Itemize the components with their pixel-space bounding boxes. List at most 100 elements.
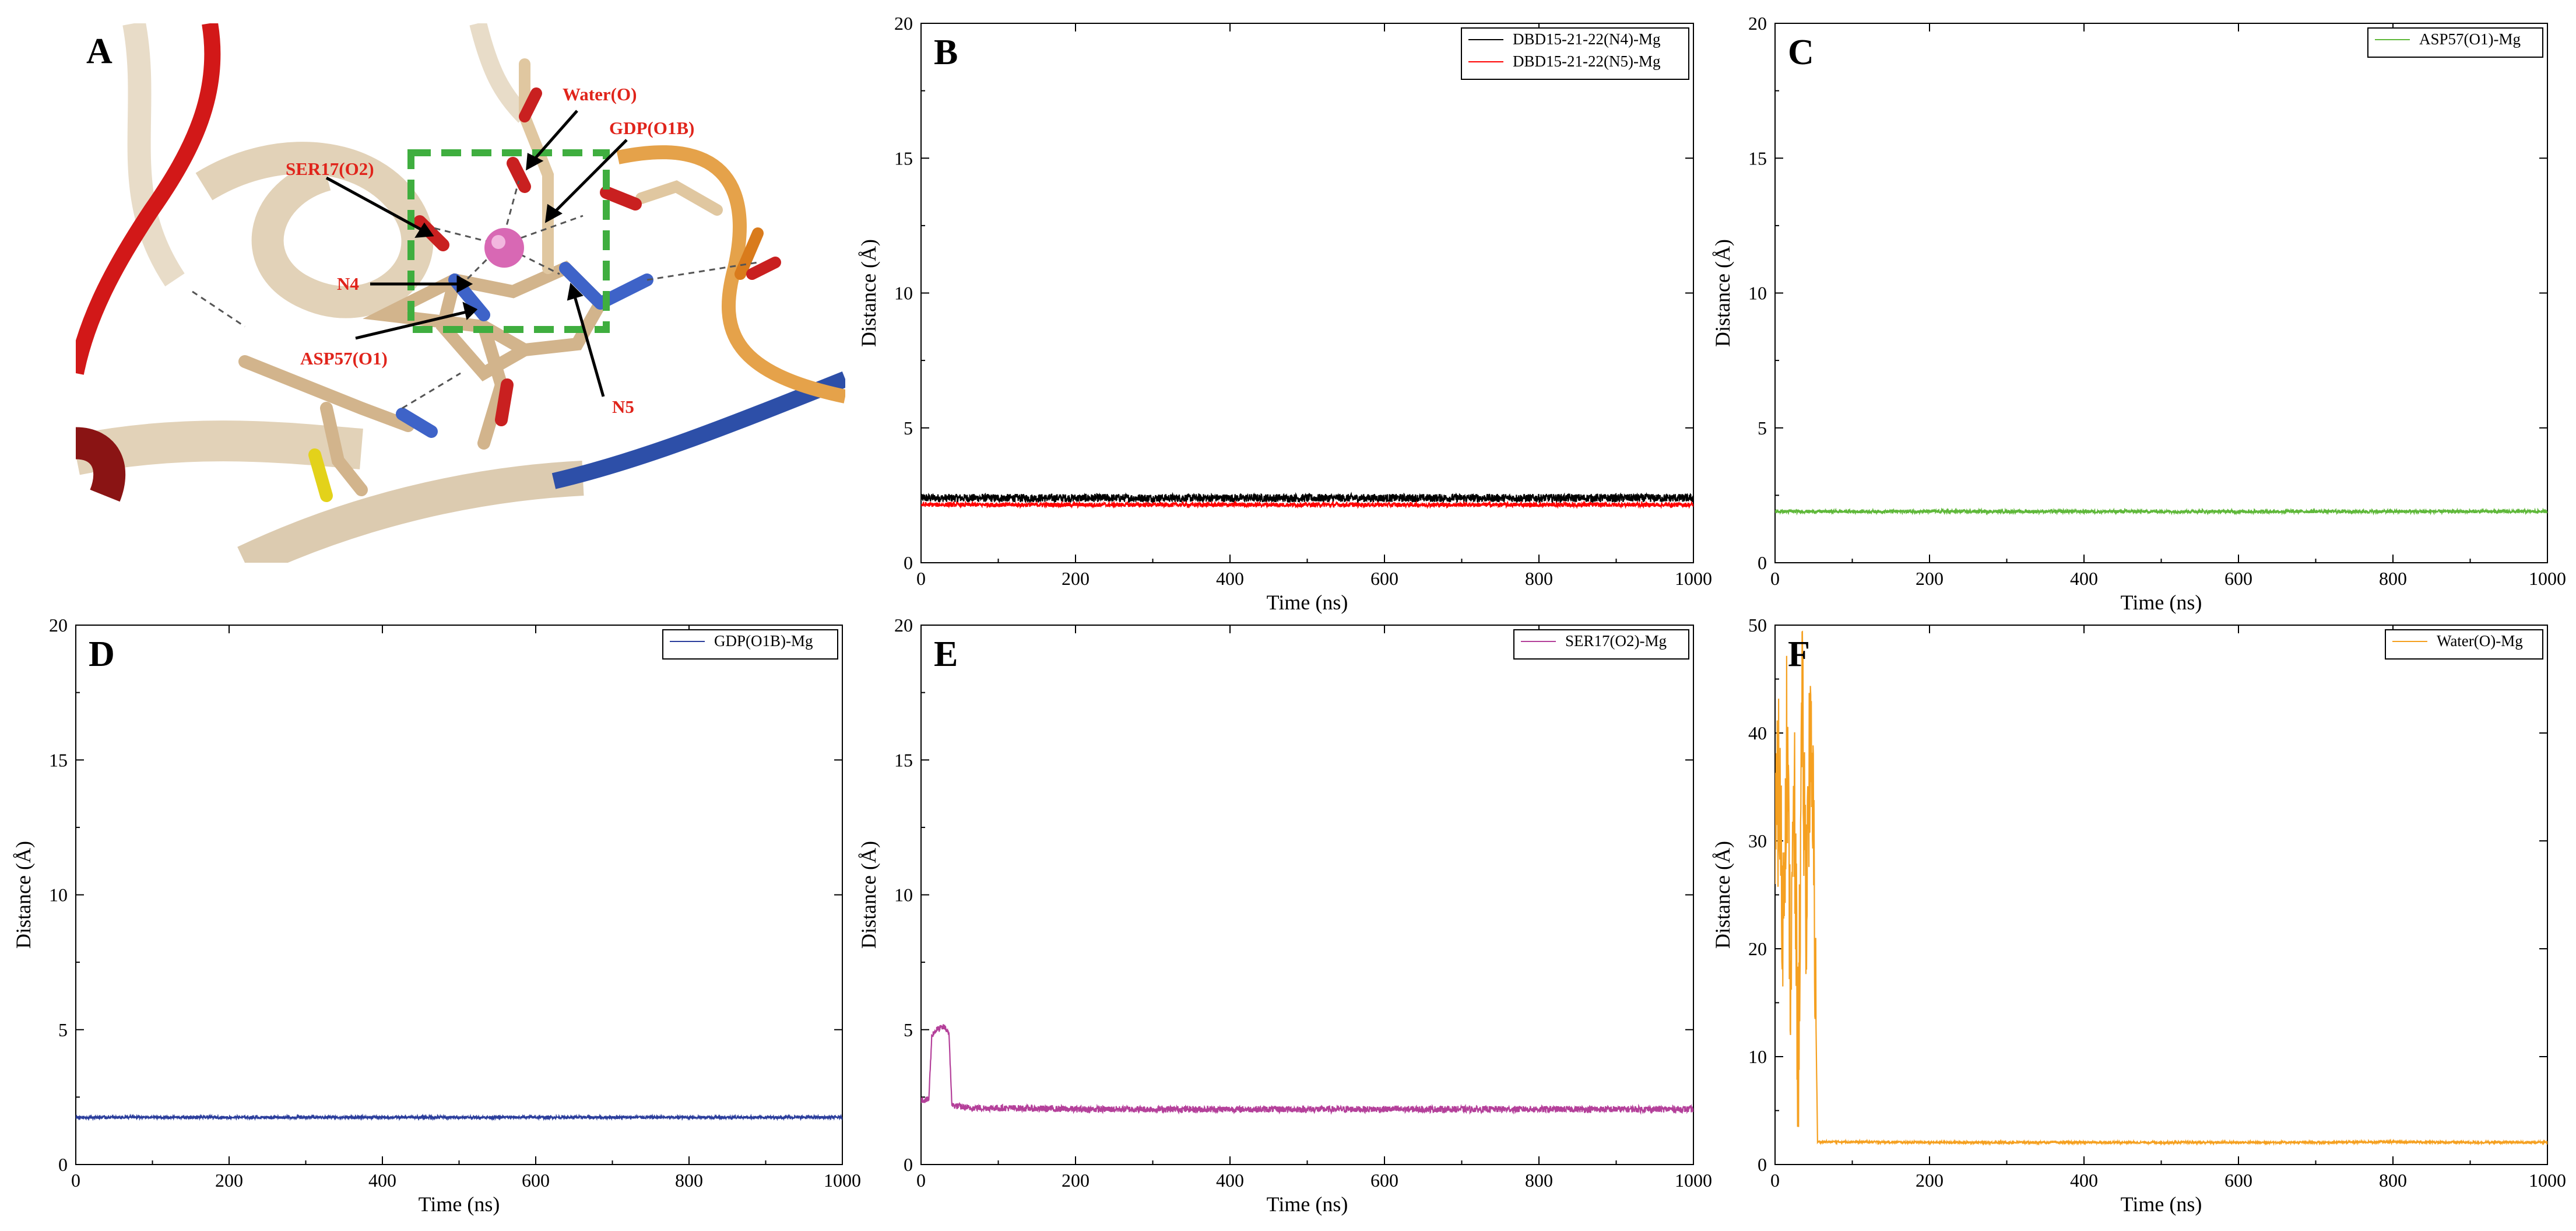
y-tick-label: 0 xyxy=(904,1154,913,1175)
plot-frame xyxy=(920,23,1694,563)
panel-a-letter: A xyxy=(86,31,113,71)
y-tick-label: 40 xyxy=(1748,723,1767,743)
legend-label: GDP(O1B)-Mg xyxy=(714,632,813,650)
plot-frame xyxy=(1774,625,2548,1165)
x-tick-label: 1000 xyxy=(2529,1170,2566,1191)
x-tick-label: 1000 xyxy=(824,1170,861,1191)
plot-frame xyxy=(920,625,1694,1165)
legend: Water(O)-Mg xyxy=(2385,629,2543,660)
y-tick-label: 20 xyxy=(1748,938,1767,959)
x-tick-label: 600 xyxy=(2224,1170,2252,1191)
y-tick-label: 20 xyxy=(894,615,913,636)
y-tick-label: 5 xyxy=(904,418,913,439)
mg-ion xyxy=(484,228,524,268)
x-tick-label: 400 xyxy=(1216,568,1244,589)
ribbon-tan-left xyxy=(122,23,185,287)
x-axis-title: Time (ns) xyxy=(1267,591,1348,614)
series-line xyxy=(1775,507,2547,516)
series-line xyxy=(921,1024,1693,1115)
x-tick-label: 1000 xyxy=(2529,568,2566,589)
legend-label: Water(O)-Mg xyxy=(2437,632,2523,650)
label-gdp: GDP(O1B) xyxy=(609,118,694,138)
y-tick-label: 10 xyxy=(49,885,68,906)
y-axis-title: Distance (Å) xyxy=(12,841,35,949)
ribbon-tan-top xyxy=(469,23,531,123)
y-tick-label: 0 xyxy=(904,552,913,573)
y-tick-label: 5 xyxy=(904,1019,913,1040)
y-tick-label: 10 xyxy=(1748,1046,1767,1067)
x-axis-title: Time (ns) xyxy=(2121,1193,2202,1216)
y-axis-title: Distance (Å) xyxy=(1711,239,1734,347)
legend-box xyxy=(662,629,838,660)
panel-letter: E xyxy=(934,634,958,674)
binding-site-box xyxy=(407,149,610,333)
y-tick-label: 5 xyxy=(58,1019,68,1040)
panel-letter: F xyxy=(1788,634,1810,674)
panel-letter: C xyxy=(1788,33,1814,72)
legend-label: DBD15-21-22(N5)-Mg xyxy=(1513,52,1660,70)
y-tick-label: 30 xyxy=(1748,830,1767,851)
x-tick-label: 600 xyxy=(522,1170,550,1191)
y-axis-title: Distance (Å) xyxy=(857,841,880,949)
mg-ion-highlight xyxy=(491,235,505,249)
legend: DBD15-21-22(N4)-Mg DBD15-21-22(N5)-Mg xyxy=(1461,27,1689,80)
label-asp57: ASP57(O1) xyxy=(300,348,388,369)
legend-label: DBD15-21-22(N4)-Mg xyxy=(1513,30,1660,48)
x-tick-label: 600 xyxy=(2224,568,2252,589)
orange-strand xyxy=(616,145,845,404)
x-axis-title: Time (ns) xyxy=(1267,1193,1348,1216)
panel-b-chart: 0 200 400 600 800 1000 0 5 10 15 20 Time (ns) Distan… xyxy=(857,13,1712,614)
legend: SER17(O2)-Mg xyxy=(1513,629,1689,660)
y-tick-label: 0 xyxy=(1758,1154,1767,1175)
x-tick-label: 400 xyxy=(2070,1170,2098,1191)
x-tick-label: 400 xyxy=(368,1170,396,1191)
x-tick-label: 0 xyxy=(1770,1170,1780,1191)
x-tick-label: 400 xyxy=(1216,1170,1244,1191)
y-tick-label: 15 xyxy=(49,749,68,770)
y-tick-label: 10 xyxy=(894,283,913,304)
series-line xyxy=(1775,630,2547,1146)
panel-e-chart: 0 200 400 600 800 1000 0 5 10 15 20 Time (ns) Distan… xyxy=(857,615,1712,1216)
x-tick-label: 0 xyxy=(1770,568,1780,589)
x-tick-label: 200 xyxy=(1916,1170,1944,1191)
legend-box xyxy=(1513,629,1689,660)
series-line xyxy=(76,1113,842,1121)
x-tick-label: 200 xyxy=(215,1170,243,1191)
legend: GDP(O1B)-Mg xyxy=(662,629,838,660)
x-tick-label: 400 xyxy=(2070,568,2098,589)
label-arrows xyxy=(325,110,628,397)
series-line xyxy=(921,492,1693,504)
x-tick-label: 800 xyxy=(1525,568,1553,589)
legend-label: ASP57(O1)-Mg xyxy=(2419,30,2521,48)
y-tick-label: 5 xyxy=(1758,418,1767,439)
legend-box xyxy=(1461,27,1689,80)
x-tick-label: 1000 xyxy=(1675,568,1712,589)
plot-frame xyxy=(75,625,843,1165)
x-tick-label: 200 xyxy=(1916,568,1944,589)
x-tick-label: 800 xyxy=(675,1170,703,1191)
blue-strand xyxy=(551,371,845,489)
red-strand xyxy=(76,23,221,375)
panel-a-structure: A Water(O) GDP(O1B) SER17(O2) N4 ASP57(O… xyxy=(76,23,845,563)
x-tick-label: 800 xyxy=(1525,1170,1553,1191)
y-tick-label: 20 xyxy=(49,615,68,636)
x-tick-label: 0 xyxy=(916,568,926,589)
x-tick-label: 0 xyxy=(916,1170,926,1191)
x-tick-label: 200 xyxy=(1062,568,1090,589)
label-n5: N5 xyxy=(612,397,634,417)
y-tick-label: 15 xyxy=(894,148,913,169)
legend: ASP57(O1)-Mg xyxy=(2367,27,2543,58)
panel-d-chart: 0 200 400 600 800 1000 0 5 10 15 20 Time (ns) Distan… xyxy=(12,615,861,1216)
y-tick-label: 50 xyxy=(1748,615,1767,636)
y-axis-title: Distance (Å) xyxy=(857,239,880,347)
x-tick-label: 600 xyxy=(1370,568,1398,589)
y-axis-title: Distance (Å) xyxy=(1711,841,1734,949)
panel-f-chart: 0 200 400 600 800 1000 0 10 20 30 40 50 Time (ns) Dis… xyxy=(1711,615,2566,1216)
ribbon-darkred-corner xyxy=(76,427,126,502)
y-tick-label: 15 xyxy=(894,749,913,770)
y-tick-label: 10 xyxy=(1748,283,1767,304)
label-n4: N4 xyxy=(337,273,359,294)
